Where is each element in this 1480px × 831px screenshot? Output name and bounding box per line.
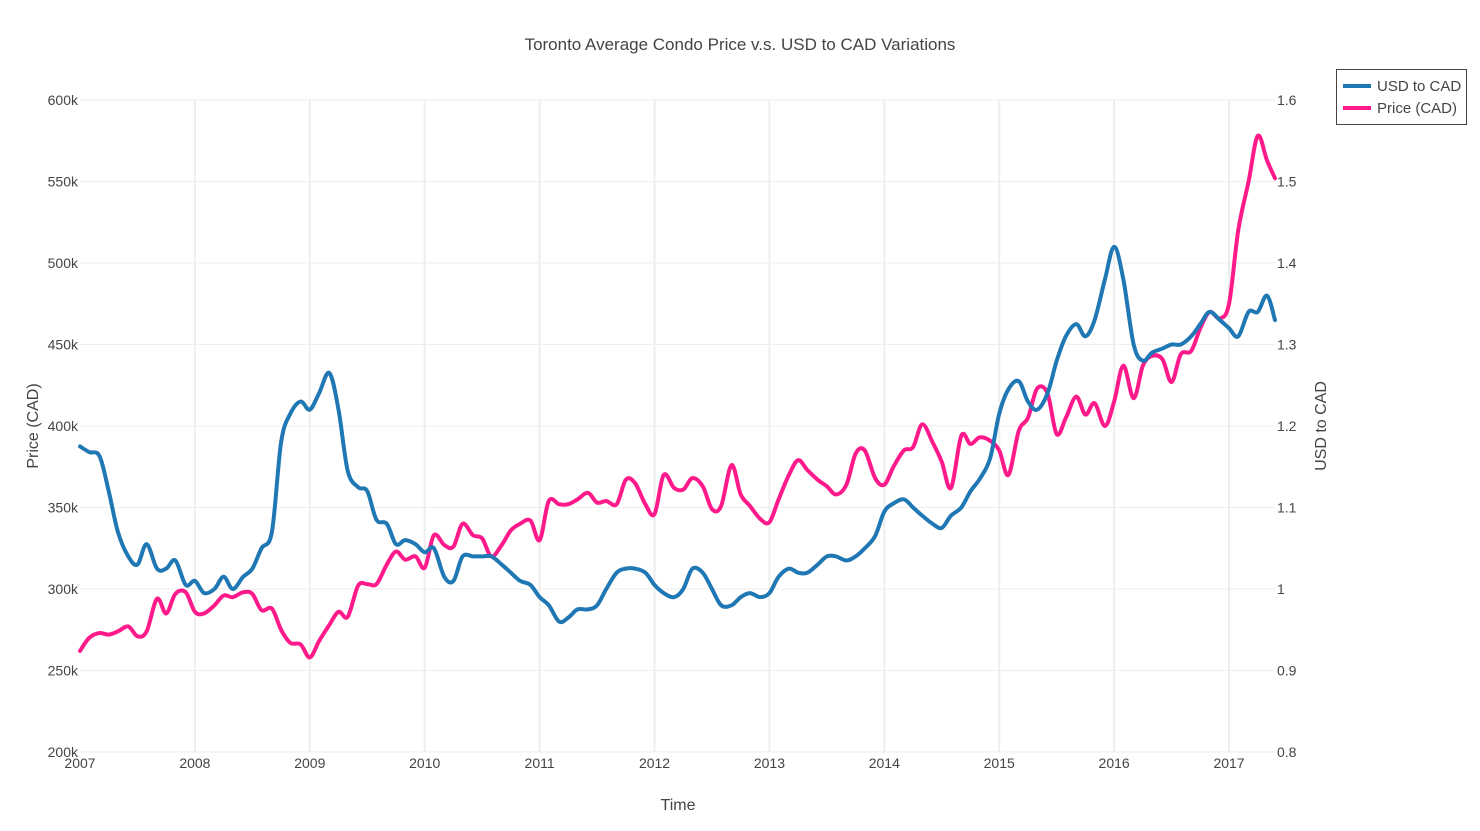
legend-box [1336, 69, 1467, 125]
x-tick-label: 2015 [984, 755, 1015, 771]
y-left-axis-title: Price (CAD) [25, 383, 42, 468]
y-right-tick-label: 1.3 [1277, 337, 1297, 353]
x-tick-label: 2011 [525, 755, 555, 771]
y-right-tick-label: 1.2 [1277, 418, 1297, 434]
x-tick-label: 2010 [409, 755, 440, 771]
x-tick-labels: 2007 2008 2009 2010 2011 2012 2013 2014 2015 2016… [64, 755, 1244, 771]
y-left-tick-label: 200k [48, 744, 79, 760]
legend-label-price-cad: Price (CAD) [1377, 100, 1457, 117]
y-gridlines [80, 99, 1275, 753]
x-tick-label: 2009 [294, 755, 325, 771]
x-tick-label: 2014 [869, 755, 900, 771]
legend-label-usd-to-cad: USD to CAD [1377, 78, 1461, 95]
y-left-tick-label: 450k [48, 337, 79, 353]
y-left-tick-label: 400k [48, 418, 79, 434]
legend: USD to CAD Price (CAD) [1336, 69, 1467, 125]
x-tick-label: 2016 [1099, 755, 1130, 771]
y-left-tick-labels: 200k 250k 300k 350k 400k 450k 500k 550k 600k [48, 92, 79, 760]
y-left-tick-label: 300k [48, 581, 79, 597]
x-tick-label: 2013 [754, 755, 785, 771]
y-right-tick-label: 0.9 [1277, 663, 1297, 679]
series-line-price-cad [78, 133, 1277, 660]
y-left-tick-label: 350k [48, 500, 79, 516]
y-right-tick-label: 1.5 [1277, 174, 1297, 190]
y-right-tick-label: 1.1 [1277, 500, 1297, 516]
y-right-tick-label: 1.6 [1277, 92, 1297, 108]
x-axis-title: Time [661, 797, 696, 814]
y-right-tick-label: 1.4 [1277, 255, 1297, 271]
y-left-tick-label: 600k [48, 92, 79, 108]
series-line-usd-to-cad [78, 244, 1277, 625]
y-left-tick-label: 500k [48, 255, 79, 271]
x-tick-label: 2007 [64, 755, 95, 771]
y-right-tick-label: 1 [1277, 581, 1285, 597]
y-left-tick-label: 550k [48, 174, 79, 190]
y-left-tick-label: 250k [48, 663, 79, 679]
x-tick-label: 2017 [1213, 755, 1244, 771]
chart-title: Toronto Average Condo Price v.s. USD to … [525, 35, 956, 54]
x-tick-label: 2008 [179, 755, 210, 771]
x-tick-label: 2012 [639, 755, 670, 771]
y-right-axis-title: USD to CAD [1313, 381, 1330, 471]
y-right-tick-label: 0.8 [1277, 744, 1297, 760]
y-right-tick-labels: 0.8 0.9 1 1.1 1.2 1.3 1.4 1.5 1.6 [1277, 92, 1297, 760]
series-layer [78, 133, 1277, 660]
